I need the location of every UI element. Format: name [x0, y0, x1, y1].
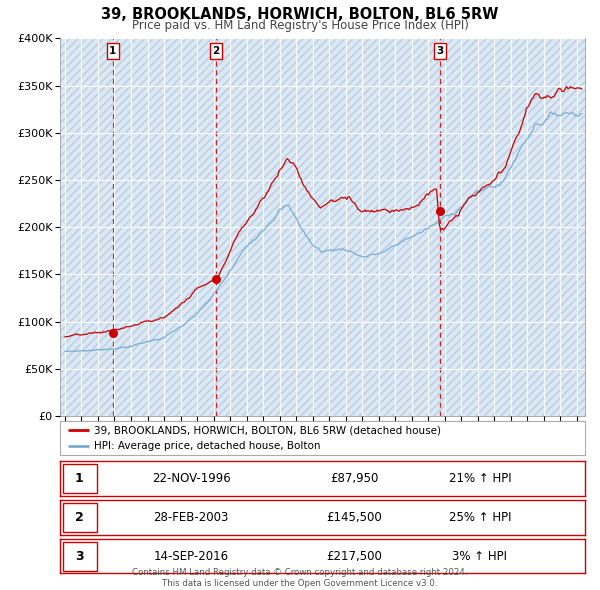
Text: This data is licensed under the Open Government Licence v3.0.: This data is licensed under the Open Gov… [163, 579, 437, 588]
Text: 1: 1 [109, 46, 116, 56]
Text: 28-FEB-2003: 28-FEB-2003 [154, 511, 229, 524]
Text: 3: 3 [75, 550, 84, 563]
Text: Price paid vs. HM Land Registry's House Price Index (HPI): Price paid vs. HM Land Registry's House … [131, 19, 469, 32]
Text: 2: 2 [212, 46, 220, 56]
Text: Contains HM Land Registry data © Crown copyright and database right 2024.: Contains HM Land Registry data © Crown c… [132, 568, 468, 576]
Text: 21% ↑ HPI: 21% ↑ HPI [449, 472, 511, 485]
Text: 2: 2 [75, 511, 84, 524]
Text: 3: 3 [436, 46, 443, 56]
Text: 3% ↑ HPI: 3% ↑ HPI [452, 550, 508, 563]
Text: 25% ↑ HPI: 25% ↑ HPI [449, 511, 511, 524]
FancyBboxPatch shape [62, 542, 97, 571]
Text: 39, BROOKLANDS, HORWICH, BOLTON, BL6 5RW: 39, BROOKLANDS, HORWICH, BOLTON, BL6 5RW [101, 7, 499, 22]
Text: £145,500: £145,500 [326, 511, 382, 524]
Text: 22-NOV-1996: 22-NOV-1996 [152, 472, 230, 485]
Text: 39, BROOKLANDS, HORWICH, BOLTON, BL6 5RW (detached house): 39, BROOKLANDS, HORWICH, BOLTON, BL6 5RW… [94, 425, 441, 435]
Text: 14-SEP-2016: 14-SEP-2016 [154, 550, 229, 563]
Text: 1: 1 [75, 472, 84, 485]
Text: £217,500: £217,500 [326, 550, 382, 563]
FancyBboxPatch shape [62, 503, 97, 532]
FancyBboxPatch shape [62, 464, 97, 493]
Text: £87,950: £87,950 [330, 472, 378, 485]
Text: HPI: Average price, detached house, Bolton: HPI: Average price, detached house, Bolt… [94, 441, 320, 451]
